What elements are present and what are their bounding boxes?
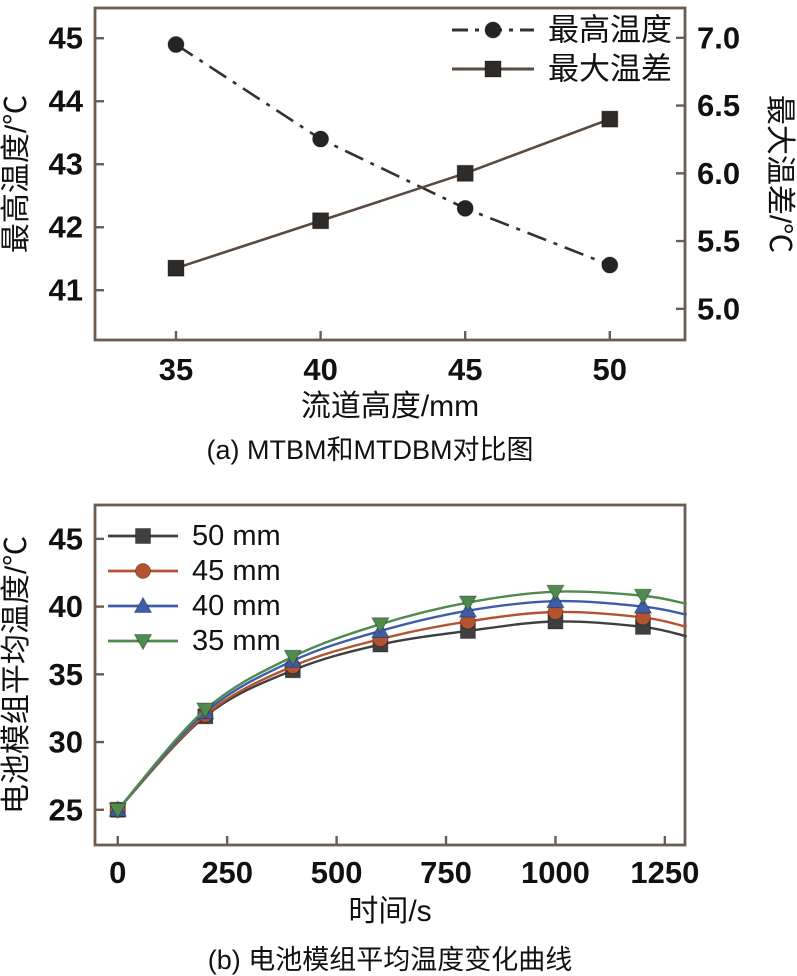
legend-item: 40 mm <box>108 590 281 622</box>
series-35-mm <box>108 584 687 820</box>
legend-item: 50 mm <box>108 520 281 552</box>
y-tick-label: 44 <box>49 84 84 119</box>
axis-ticks <box>95 537 667 845</box>
axis-tick-labels: 35 40 45 50 41 42 43 44 45 5.0 5.5 6.0 6.5 7.0 <box>49 20 741 387</box>
series-marker <box>601 256 619 274</box>
chart-a-canvas: 35 40 45 50 41 42 43 44 45 5.0 5.5 6.0 6.5 7.0 流道高度/mm… <box>0 6 796 423</box>
series-marker <box>312 212 330 230</box>
plot-frame <box>93 503 687 847</box>
y-axis-title: 电池模组平均温度/℃ <box>0 536 33 814</box>
y-tick-label: 41 <box>49 273 83 308</box>
y-tick-label: 43 <box>49 147 83 182</box>
x-axis-title: 时间/s <box>348 895 431 928</box>
x-tick-label: 1000 <box>521 855 590 890</box>
legend-label: 最高温度 <box>548 13 672 48</box>
legend-item: 35 mm <box>108 625 281 657</box>
series-marker <box>371 617 390 634</box>
x-axis-title: 流道高度/mm <box>301 390 479 423</box>
axis-ticks <box>95 36 685 340</box>
y2-tick-label: 5.0 <box>697 291 740 326</box>
y-tick-label: 35 <box>49 657 83 692</box>
y-axis-title: 最高温度/℃ <box>0 95 33 253</box>
legend-item: 45 mm <box>108 555 281 587</box>
y2-tick-label: 7.0 <box>697 20 740 55</box>
series-marker <box>283 649 303 667</box>
legend-label: 40 mm <box>192 590 281 622</box>
x-tick-label: 250 <box>201 855 253 890</box>
series-最大温差 <box>167 110 619 277</box>
legend-label: 最大温差 <box>548 52 672 87</box>
series-最高温度 <box>167 36 619 274</box>
series-marker <box>633 588 653 606</box>
x-tick-label: 45 <box>448 352 482 387</box>
series-marker <box>195 702 215 720</box>
y-tick-label: 45 <box>49 21 83 56</box>
series-marker <box>458 595 478 613</box>
y2-axis-title: 最大温差/℃ <box>763 95 796 253</box>
legend-label: 45 mm <box>192 555 281 587</box>
legend-marker <box>484 21 502 39</box>
x-tick-label: 40 <box>303 352 337 387</box>
legend-item: 最高温度 <box>452 13 672 48</box>
legend-marker <box>484 60 502 78</box>
y-tick-label: 30 <box>49 725 83 760</box>
x-tick-label: 1250 <box>630 855 699 890</box>
x-tick-label: 0 <box>109 855 126 890</box>
series-marker <box>601 110 619 128</box>
legend-marker <box>135 528 151 544</box>
series-marker <box>633 597 653 614</box>
series-marker <box>546 584 565 602</box>
x-tick-label: 35 <box>159 352 193 387</box>
series-marker <box>456 164 474 182</box>
y2-tick-label: 5.5 <box>697 224 740 259</box>
y-tick-label: 45 <box>49 521 83 556</box>
y-tick-label: 42 <box>49 210 83 245</box>
legend-item: 最大温差 <box>452 52 672 87</box>
x-tick-label: 500 <box>311 855 363 890</box>
series-marker <box>312 130 330 148</box>
series-marker <box>167 259 185 277</box>
y2-tick-label: 6.5 <box>697 88 740 123</box>
x-tick-label: 50 <box>593 352 627 387</box>
legend-label: 50 mm <box>192 520 281 552</box>
series-marker <box>167 36 185 54</box>
series-line <box>175 117 611 270</box>
legend-marker <box>133 634 153 651</box>
y-tick-label: 40 <box>49 589 83 624</box>
legend-label: 35 mm <box>192 625 281 657</box>
series-marker <box>108 802 128 820</box>
chart-b-canvas: 0 250 500 750 1000 1250 25 30 35 40 45 时间/s 电池模组平均温度… <box>0 503 700 928</box>
series-marker <box>456 199 474 217</box>
caption-b: (b) 电池模组平均温度变化曲线 <box>207 945 573 975</box>
series-line <box>175 43 611 267</box>
legend-marker <box>135 563 151 579</box>
x-tick-label: 750 <box>420 855 472 890</box>
legend-marker <box>133 596 153 613</box>
y2-tick-label: 6.0 <box>697 156 740 191</box>
caption-a: (a) MTBM和MTDBM对比图 <box>206 435 534 465</box>
y-tick-label: 25 <box>49 792 83 827</box>
axis-tick-labels: 0 250 500 750 1000 1250 25 30 35 40 45 <box>49 521 700 890</box>
